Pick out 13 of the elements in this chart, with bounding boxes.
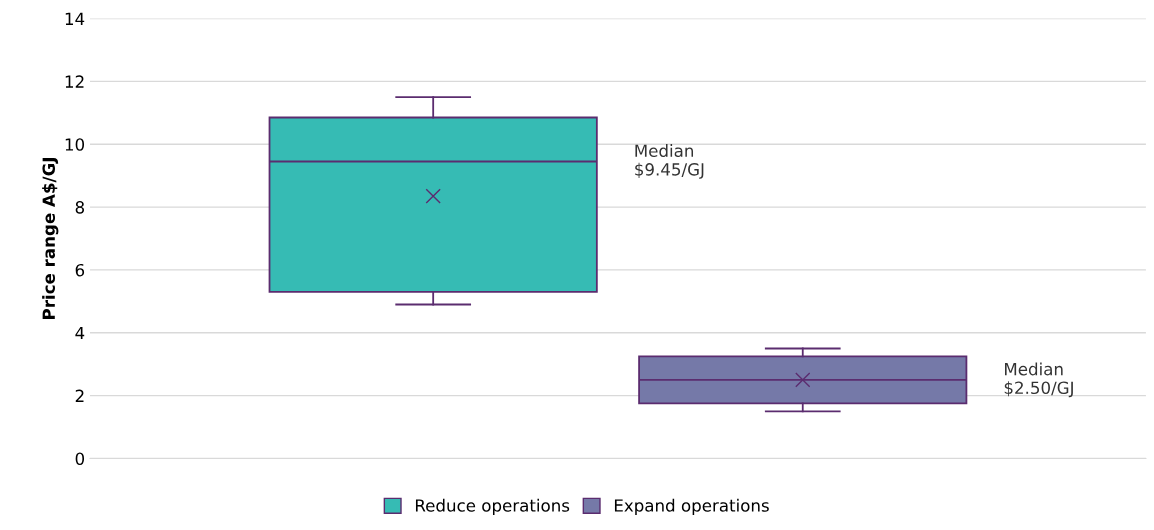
annotation: Median $2.50/GJ xyxy=(1004,362,1073,398)
y-tick-label: 0 xyxy=(75,452,85,466)
y-tick-label: 14 xyxy=(65,12,85,25)
legend-label: Expand operations xyxy=(614,498,769,515)
y-tick-label: 6 xyxy=(75,263,85,277)
y-tick-label: 4 xyxy=(75,326,85,340)
y-tick-label: 10 xyxy=(65,138,85,151)
y-tick-label: 12 xyxy=(65,75,84,88)
legend-label: Reduce operations xyxy=(415,498,570,515)
y-axis-title: Price range A$/GJ xyxy=(42,158,59,319)
annotation: Median $9.45/GJ xyxy=(635,144,704,179)
y-tick-label: 8 xyxy=(75,201,85,214)
y-tick-label: 2 xyxy=(75,389,84,402)
